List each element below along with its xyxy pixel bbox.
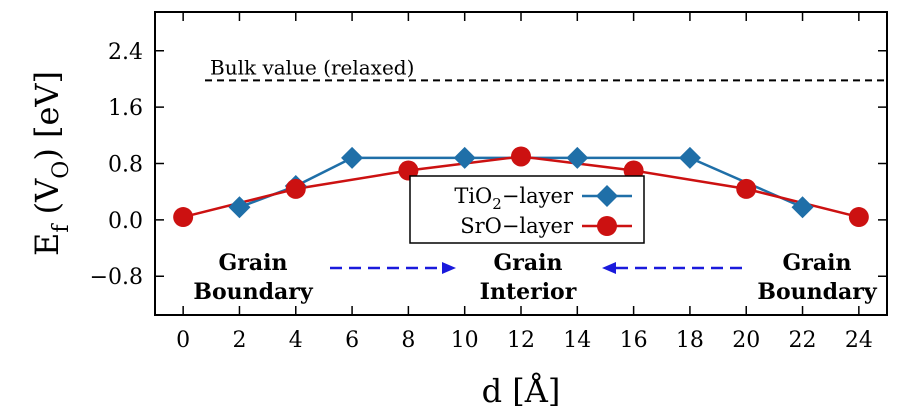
axis-ticks: 0 2 4 6 8 10 12 14 16 18 20 22 24−0.80.00.81.62.4 xyxy=(90,12,887,353)
data-point-circle xyxy=(285,178,306,199)
annotation-left-line1: Grain xyxy=(219,250,288,276)
data-point-circle xyxy=(848,207,869,228)
y-tick-label: 1.6 xyxy=(108,96,143,121)
annotation-center-line2: Interior xyxy=(480,279,577,305)
data-point-diamond xyxy=(341,146,364,169)
y-tick-label: −0.8 xyxy=(90,265,143,290)
x-tick-label: 24 xyxy=(845,328,873,353)
x-tick-label: 20 xyxy=(732,328,760,353)
x-tick-label: 10 xyxy=(451,328,479,353)
data-point-diamond xyxy=(791,196,814,219)
x-tick-label: 16 xyxy=(620,328,648,353)
legend-label: TiO2−layer xyxy=(454,184,574,213)
data-point-diamond xyxy=(566,146,589,169)
data-series xyxy=(173,146,869,228)
y-tick-label: 2.4 xyxy=(108,40,143,65)
x-tick-label: 18 xyxy=(676,328,704,353)
y-tick-label: 0.8 xyxy=(108,153,143,178)
x-tick-label: 8 xyxy=(401,328,415,353)
x-tick-label: 4 xyxy=(289,328,303,353)
annotation-center-line1: Grain xyxy=(494,250,563,276)
data-point-diamond xyxy=(453,146,476,169)
data-point-diamond xyxy=(678,146,701,169)
arrow-right-head xyxy=(442,262,456,274)
x-tick-label: 2 xyxy=(232,328,246,353)
data-point-circle xyxy=(597,216,617,236)
annotation-right-line2: Boundary xyxy=(757,279,877,305)
annotation-left-line2: Boundary xyxy=(193,279,313,305)
data-point-diamond xyxy=(596,185,618,207)
y-tick-label: 0.0 xyxy=(108,209,143,234)
x-axis-label: d [Å] xyxy=(482,372,561,410)
data-point-circle xyxy=(511,146,531,167)
data-point-diamond xyxy=(228,196,251,219)
x-tick-label: 6 xyxy=(345,328,359,353)
x-tick-label: 0 xyxy=(176,328,190,353)
legend-label: SrO−layer xyxy=(460,214,574,238)
x-tick-label: 12 xyxy=(507,328,535,353)
x-tick-label: 14 xyxy=(563,328,591,353)
data-point-circle xyxy=(173,207,194,228)
arrow-left-head xyxy=(602,262,616,274)
annotation-right-line1: Grain xyxy=(783,250,852,276)
data-point-circle xyxy=(736,178,757,199)
x-tick-label: 22 xyxy=(789,328,817,353)
reference-line-label: Bulk value (relaxed) xyxy=(210,55,414,79)
y-axis-label: Ef (VO) [eV] xyxy=(28,71,74,256)
region-annotations: Grain Boundary Grain Interior Grain Boundary xyxy=(193,250,877,305)
